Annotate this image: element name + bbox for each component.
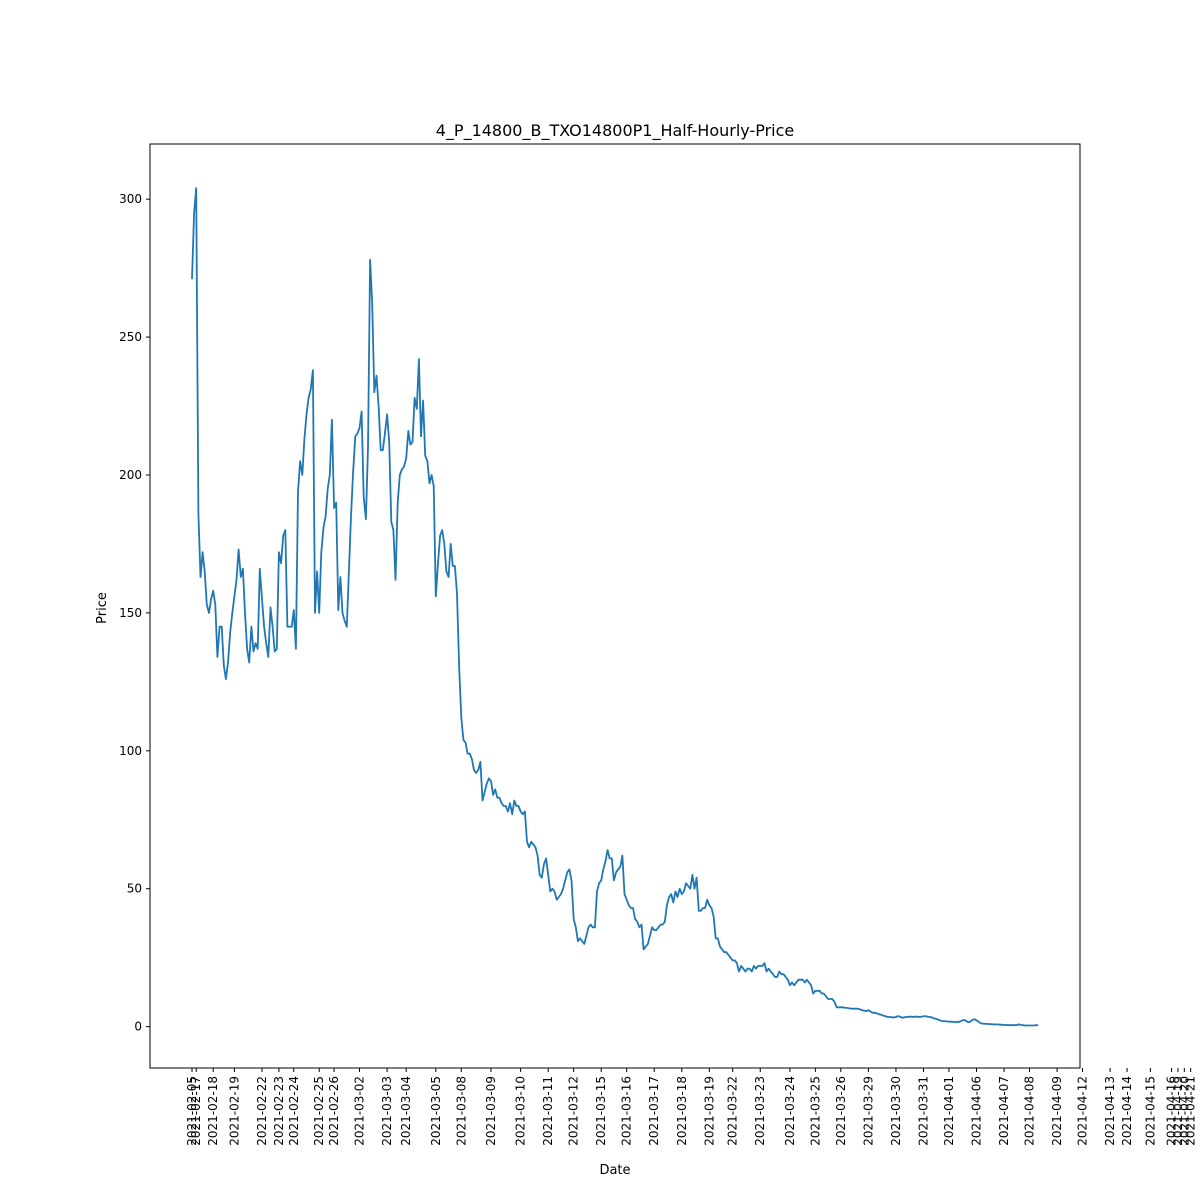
x-tick-label: 2021-02-26 [327,1076,341,1146]
x-tick-label: 2021-04-01 [942,1076,956,1146]
x-tick-label: 2021-04-21 [1184,1076,1198,1146]
x-tick-label: 2021-02-25 [312,1076,326,1146]
x-tick-label: 2021-04-20 [1177,1076,1191,1146]
x-tick-label: 2021-03-22 [726,1076,740,1146]
x-tick-label: 2021-04-09 [1050,1076,1064,1146]
x-tick-label: 2021-03-18 [675,1076,689,1146]
x-tick-label: 2021-03-12 [567,1076,581,1146]
y-tick-label: 300 [119,192,142,206]
y-tick-label: 250 [119,330,142,344]
x-tick-label: 2021-04-06 [970,1076,984,1146]
y-tick-label: 100 [119,744,142,758]
x-tick-label: 2021-03-19 [702,1076,716,1146]
price-series-line [191,187,1038,1027]
x-tick-label: 2021-03-17 [647,1076,661,1146]
x-tick-label: 2021-03-24 [783,1076,797,1146]
x-tick-label: 2021-04-14 [1120,1076,1134,1146]
x-tick-label: 2021-03-29 [861,1076,875,1146]
x-tick-label: 2021-04-08 [1023,1076,1037,1146]
x-tick-label: 2021-02-05 [185,1076,199,1146]
x-axis-label: Date [599,1163,630,1178]
x-tick-label: 2021-04-13 [1103,1076,1117,1146]
x-tick-label: 2021-02-23 [272,1076,286,1146]
x-tick-label: 2021-03-05 [429,1076,443,1146]
x-tick-label: 2021-04-15 [1143,1076,1157,1146]
x-tick-label: 2021-02-18 [206,1076,220,1146]
x-tick-label: 2021-03-26 [834,1076,848,1146]
x-tick-label: 2021-04-19 [1171,1076,1185,1146]
y-axis-label: Price [95,592,110,624]
x-tick-label: 2021-04-07 [997,1076,1011,1146]
x-tick-label: 2021-03-16 [620,1076,634,1146]
x-tick-label: 2021-03-11 [541,1076,555,1146]
chart-title: 4_P_14800_B_TXO14800P1_Half-Hourly-Price [436,121,795,141]
y-tick-label: 50 [127,882,142,896]
y-axis: 0 50 100 150 200 250 300 [119,192,150,1034]
x-tick-label: 2021-03-23 [753,1076,767,1146]
x-tick-label: 2021-03-15 [594,1076,608,1146]
x-tick-label: 2021-03-30 [889,1076,903,1146]
plot-frame [149,143,1081,1069]
x-tick-label: 2021-04-12 [1076,1076,1090,1146]
x-tick-label: 2021-03-08 [454,1076,468,1146]
x-tick-label: 2021-02-17 [189,1076,203,1146]
y-tick-label: 0 [134,1020,142,1034]
x-tick-label: 2021-03-09 [484,1076,498,1146]
x-tick-label: 2021-03-10 [514,1076,528,1146]
x-tick-label: 2021-03-03 [380,1076,394,1146]
x-tick-label: 2021-03-04 [399,1076,413,1146]
y-tick-label: 200 [119,468,142,482]
x-tick-label: 2021-02-24 [287,1076,301,1146]
x-tick-label: 2021-03-02 [353,1076,367,1146]
x-tick-label: 2021-03-31 [917,1076,931,1146]
x-tick-label: 2021-03-25 [808,1076,822,1146]
y-tick-label: 150 [119,606,142,620]
x-tick-label: 2021-04-16 [1165,1076,1179,1146]
x-tick-label: 2021-02-19 [227,1076,241,1146]
x-tick-label: 2021-02-22 [255,1076,269,1146]
